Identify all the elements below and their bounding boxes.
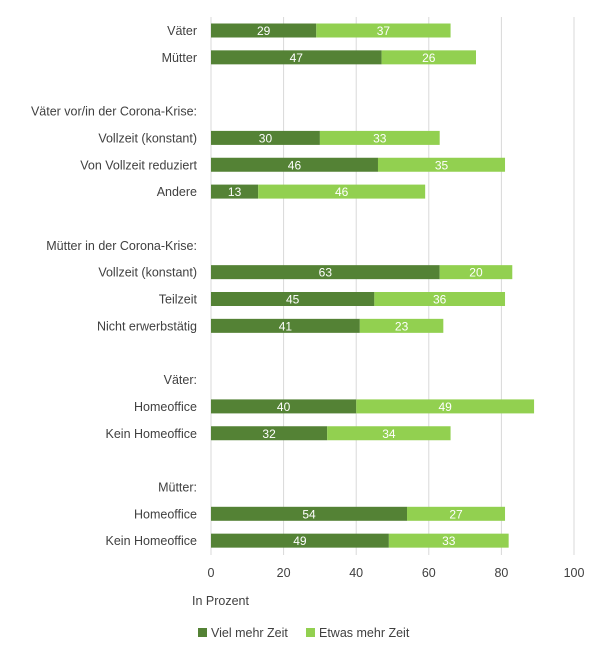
- bar-10-series-1: [374, 292, 506, 306]
- value-label-11-series-0: 41: [279, 319, 293, 333]
- bar-19-series-1: [388, 533, 509, 548]
- bar-11-series-0: [211, 318, 360, 333]
- category-label-19: Kein Homeoffice: [106, 534, 198, 548]
- value-label-19-series-0: 49: [293, 534, 307, 548]
- x-tick-label-0: 0: [208, 566, 215, 580]
- category-label-1: Mütter: [162, 51, 197, 65]
- value-label-6-series-1: 46: [335, 185, 349, 199]
- bar-5-series-1: [377, 157, 506, 172]
- value-label-5-series-1: 35: [435, 158, 449, 172]
- bar-9-series-1: [439, 265, 513, 280]
- value-label-1-series-0: 47: [290, 51, 304, 65]
- bar-0-series-0: [211, 23, 317, 38]
- value-label-18-series-0: 54: [302, 507, 316, 521]
- value-label-4-series-0: 30: [259, 131, 273, 145]
- category-label-11: Nicht erwerbstätig: [97, 319, 197, 333]
- x-tick-label-100: 100: [564, 566, 585, 580]
- value-label-15-series-0: 32: [262, 427, 276, 441]
- value-label-9-series-1: 20: [469, 266, 483, 280]
- group-label-13: Väter:: [164, 373, 197, 387]
- category-label-6: Andere: [157, 185, 197, 199]
- legend-swatch-viel-mehr-zeit: [198, 628, 207, 637]
- value-label-11-series-1: 23: [395, 319, 409, 333]
- x-axis-title: In Prozent: [192, 594, 250, 608]
- bar-15-series-1: [327, 426, 451, 441]
- legend-swatch-etwas-mehr-zeit: [306, 628, 315, 637]
- bar-4-series-0: [211, 130, 320, 145]
- bar-0-series-1: [316, 23, 451, 38]
- bars: 29 37 47 26 30 33 46 35 13 46 63 20 45 36 41 23 40 49 32 34…: [211, 23, 535, 548]
- bar-4-series-1: [319, 130, 440, 145]
- bar-6-series-0: [211, 184, 259, 199]
- bar-1-series-0: [211, 50, 382, 65]
- legend-label-viel-mehr-zeit: Viel mehr Zeit: [211, 626, 288, 640]
- value-label-19-series-1: 33: [442, 534, 456, 548]
- value-label-14-series-1: 49: [438, 400, 452, 414]
- value-label-10-series-1: 36: [433, 293, 447, 307]
- category-label-15: Kein Homeoffice: [106, 427, 198, 441]
- bar-18-series-1: [407, 506, 506, 521]
- value-label-0-series-0: 29: [257, 24, 271, 38]
- value-label-9-series-0: 63: [319, 266, 333, 280]
- category-label-14: Homeoffice: [134, 400, 197, 414]
- x-tick-label-80: 80: [494, 566, 508, 580]
- legend: Viel mehr Zeit Etwas mehr Zeit: [198, 626, 410, 640]
- bar-10-series-0: [211, 292, 375, 306]
- value-label-14-series-0: 40: [277, 400, 291, 414]
- category-label-0: Väter: [167, 24, 197, 38]
- row-labels: Väter Mütter Väter vor/in der Corona-Krise…: [31, 24, 198, 548]
- value-label-0-series-1: 37: [377, 24, 391, 38]
- bar-1-series-1: [381, 50, 476, 65]
- group-label-8: Mütter in der Corona-Krise:: [46, 239, 197, 253]
- category-label-18: Homeoffice: [134, 507, 197, 521]
- bar-9-series-0: [211, 265, 440, 280]
- x-tick-label-20: 20: [277, 566, 291, 580]
- group-label-17: Mütter:: [158, 480, 197, 494]
- value-label-15-series-1: 34: [382, 427, 396, 441]
- x-tick-label-40: 40: [349, 566, 363, 580]
- category-label-10: Teilzeit: [159, 293, 198, 307]
- value-label-10-series-0: 45: [286, 293, 300, 307]
- x-tick-label-60: 60: [422, 566, 436, 580]
- bar-14-series-0: [211, 399, 357, 414]
- bar-18-series-0: [211, 506, 408, 521]
- value-label-18-series-1: 27: [449, 507, 463, 521]
- category-label-9: Vollzeit (konstant): [98, 266, 197, 280]
- category-label-4: Vollzeit (konstant): [98, 131, 197, 145]
- legend-label-etwas-mehr-zeit: Etwas mehr Zeit: [319, 626, 410, 640]
- value-label-6-series-0: 13: [228, 185, 242, 199]
- gridlines: [210, 17, 575, 555]
- bar-19-series-0: [211, 533, 389, 548]
- bar-5-series-0: [211, 157, 378, 172]
- bar-15-series-0: [211, 426, 328, 441]
- x-axis-ticks: 0 20 40 60 80 100: [208, 566, 585, 580]
- group-label-3: Väter vor/in der Corona-Krise:: [31, 105, 197, 119]
- value-label-4-series-1: 33: [373, 131, 387, 145]
- category-label-5: Von Vollzeit reduziert: [80, 158, 197, 172]
- bar-11-series-1: [359, 318, 444, 333]
- value-label-1-series-1: 26: [422, 51, 436, 65]
- bar-14-series-1: [356, 399, 535, 414]
- bar-6-series-1: [258, 184, 426, 199]
- value-label-5-series-0: 46: [288, 158, 302, 172]
